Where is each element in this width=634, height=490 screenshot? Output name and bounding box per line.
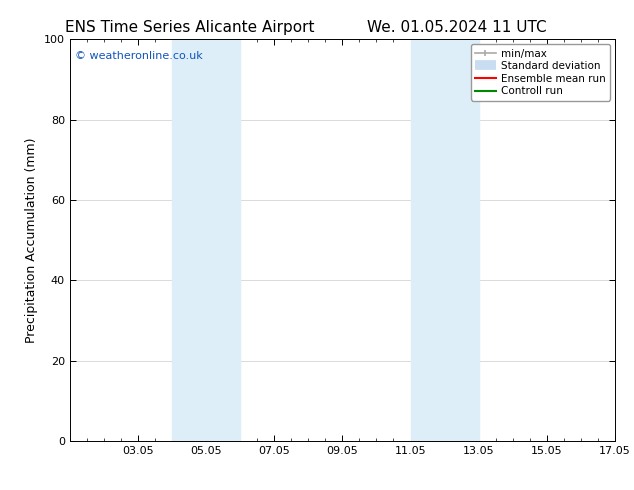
Text: We. 01.05.2024 11 UTC: We. 01.05.2024 11 UTC: [366, 20, 547, 35]
Text: ENS Time Series Alicante Airport: ENS Time Series Alicante Airport: [65, 20, 315, 35]
Bar: [172, 39, 240, 441]
Y-axis label: Precipitation Accumulation (mm): Precipitation Accumulation (mm): [25, 137, 38, 343]
Bar: [411, 39, 479, 441]
Legend: min/max, Standard deviation, Ensemble mean run, Controll run: min/max, Standard deviation, Ensemble me…: [470, 45, 610, 100]
Text: © weatheronline.co.uk: © weatheronline.co.uk: [75, 51, 203, 61]
